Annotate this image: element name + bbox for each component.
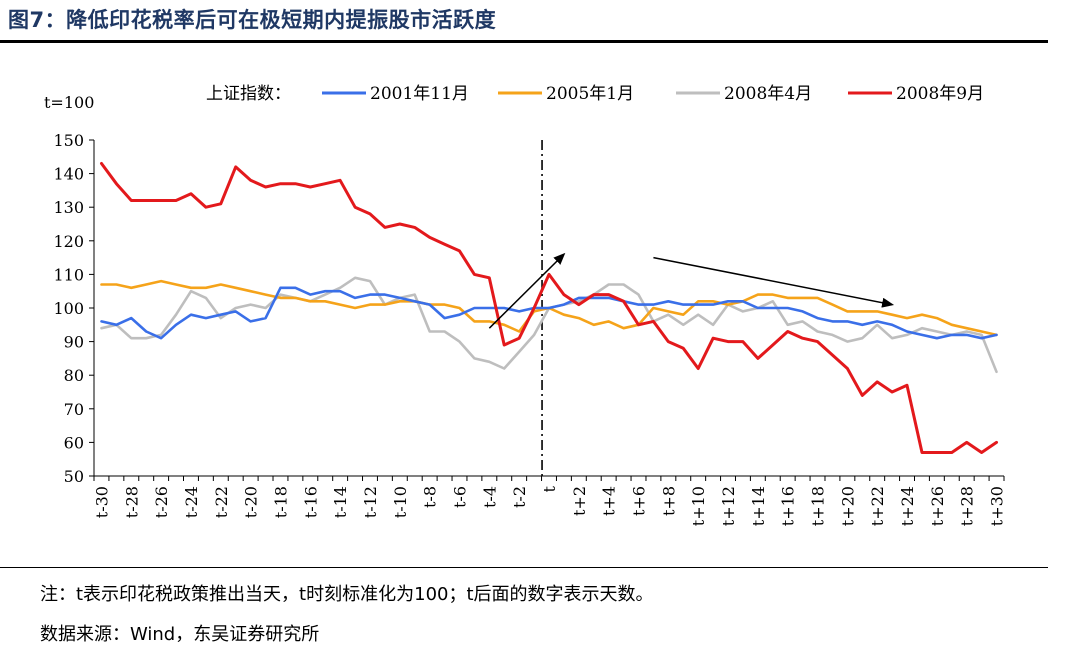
x-tick-label: t-16	[301, 486, 320, 518]
legend-entry: 2001年11月	[370, 84, 469, 104]
x-tick-label: t+2	[570, 486, 589, 516]
legend: 上证指数： 2001年11月 2005年1月 2008年4月 2008年9月	[206, 84, 984, 104]
x-axis: t-30 t-28 t-26 t-24 t-22 t-20 t-18 t-16 t-14 t-12…	[92, 475, 1007, 526]
x-tick-label: t+28	[958, 486, 977, 526]
x-tick-label: t-8	[421, 486, 440, 508]
series-group	[100, 162, 998, 454]
x-tick-label: t-28	[122, 486, 141, 518]
x-tick-label: t+14	[749, 486, 768, 526]
x-tick-label: t+24	[898, 486, 917, 526]
legend-title: 上证指数：	[206, 84, 291, 104]
y-tick-label: 120	[53, 232, 84, 251]
x-tick-label: t-26	[152, 486, 171, 518]
x-tick-label: t-10	[391, 486, 410, 518]
x-tick-label: t-2	[510, 486, 529, 508]
x-tick-label: t+8	[659, 486, 678, 516]
legend-entry: 2005年1月	[546, 84, 634, 104]
x-tick-label: t+18	[809, 486, 828, 526]
bottom-rule	[0, 567, 1048, 568]
y-tick-label: 110	[53, 265, 84, 284]
x-tick-label: t-14	[331, 486, 350, 518]
x-tick-label: t-24	[182, 486, 201, 518]
series-line-1	[100, 286, 998, 340]
top-rule	[0, 40, 1048, 43]
legend-entry: 2008年9月	[896, 84, 984, 104]
trend-arrow	[653, 256, 895, 308]
x-tick-label: t+30	[988, 486, 1007, 526]
y-tick-label: 50	[64, 467, 84, 486]
series-line-4	[100, 162, 998, 454]
x-tick-label: t-20	[242, 486, 261, 518]
x-tick-label: t-22	[212, 486, 231, 518]
footnote: 注：t表示印花税政策推出当天，t时刻标准化为100；t后面的数字表示天数。	[40, 584, 654, 605]
x-tick-label: t-18	[271, 486, 290, 518]
y-tick-label: 90	[64, 333, 84, 352]
trend-arrows	[488, 252, 895, 329]
x-tick-label: t-6	[450, 486, 469, 508]
y-axis-label: t=100	[44, 93, 94, 112]
y-tick-label: 80	[64, 366, 84, 385]
y-tick-label: 100	[53, 299, 84, 318]
trend-arrow	[488, 252, 566, 329]
x-tick-label: t+26	[928, 486, 947, 526]
y-axis: 50 60 70 80 90 100 110 120 130 140 150	[53, 131, 95, 486]
x-tick-label: t-12	[361, 486, 380, 518]
x-tick-label: t-4	[480, 486, 499, 508]
x-tick-label: t+6	[630, 486, 649, 516]
line-chart: 上证指数： 2001年11月 2005年1月 2008年4月 2008年9月 t=100…	[44, 84, 1007, 526]
y-tick-label: 70	[64, 400, 84, 419]
y-tick-label: 60	[64, 433, 84, 452]
legend-entry: 2008年4月	[724, 84, 812, 104]
y-tick-label: 150	[53, 131, 84, 150]
x-tick-label: t+20	[838, 486, 857, 526]
figure-title: 图7：降低印花税率后可在极短期内提振股市活跃度	[8, 8, 497, 32]
x-tick-label: t+12	[719, 486, 738, 526]
x-tick-label: t	[540, 485, 559, 492]
x-tick-label: t+10	[689, 486, 708, 526]
y-tick-label: 130	[53, 198, 84, 217]
x-tick-label: t-30	[92, 486, 111, 518]
x-tick-label: t+22	[868, 486, 887, 526]
y-tick-label: 140	[53, 165, 84, 184]
x-tick-label: t+16	[779, 486, 798, 526]
x-tick-label: t+4	[600, 486, 619, 516]
data-source: 数据来源：Wind，东吴证券研究所	[40, 624, 320, 645]
